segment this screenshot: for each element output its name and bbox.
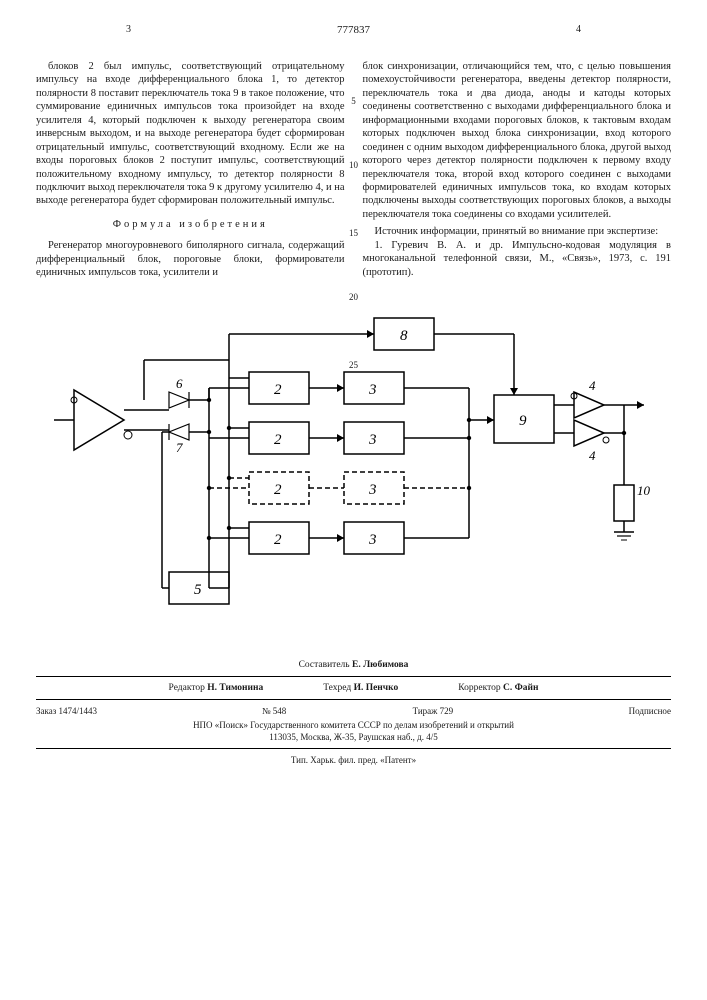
footer: Составитель Е. Любимова Редактор Н. Тимо… — [36, 660, 671, 765]
svg-text:10: 10 — [637, 483, 651, 498]
line-number: 5 — [351, 96, 356, 106]
composer: Составитель Е. Любимова — [299, 660, 409, 670]
order-number: Заказ 1474/1443 — [36, 706, 195, 716]
editor: Редактор Н. Тимонина — [169, 683, 264, 693]
source-ref: 1. Гуревич В. А. и др. Импульсно-кодовая… — [363, 239, 672, 279]
right-column: блок синхронизации, отличающийся тем, чт… — [363, 60, 672, 280]
subscription: Подписное — [512, 706, 671, 716]
svg-text:2: 2 — [274, 432, 282, 448]
svg-text:4: 4 — [589, 378, 596, 393]
svg-text:3: 3 — [368, 532, 377, 548]
address: 113035, Москва, Ж-35, Раушская наб., д. … — [36, 732, 671, 742]
svg-text:3: 3 — [368, 382, 377, 398]
line-number: 15 — [349, 228, 358, 238]
svg-text:8: 8 — [400, 328, 408, 344]
svg-text:3: 3 — [368, 482, 377, 498]
svg-text:2: 2 — [274, 482, 282, 498]
source-title: Источник информации, принятый во внимани… — [363, 225, 672, 238]
techred: Техред И. Пенчко — [323, 683, 398, 693]
left-paragraph-2: Регенератор многоуровневого биполярного … — [36, 239, 345, 279]
right-paragraph-1: блок синхронизации, отличающийся тем, чт… — [363, 60, 672, 221]
svg-text:2: 2 — [274, 532, 282, 548]
circuit-diagram: 6 7 — [54, 300, 654, 630]
svg-text:4: 4 — [589, 448, 596, 463]
svg-text:3: 3 — [368, 432, 377, 448]
svg-text:7: 7 — [176, 440, 183, 455]
page-number-right: 4 — [576, 24, 581, 35]
svg-text:9: 9 — [519, 413, 527, 429]
left-paragraph-1: блоков 2 был импульс, соответствующий от… — [36, 60, 345, 208]
organization: НПО «Поиск» Государственного комитета СС… — [36, 720, 671, 730]
corrector: Корректор С. Файн — [458, 683, 538, 693]
line-number: 10 — [349, 160, 358, 170]
svg-text:5: 5 — [194, 582, 202, 598]
left-column: блоков 2 был импульс, соответствующий от… — [36, 60, 345, 280]
formula-title: Формула изобретения — [36, 218, 345, 231]
tirage: Тираж 729 — [354, 706, 513, 716]
svg-text:6: 6 — [176, 376, 183, 391]
issue-number: № 548 — [195, 706, 354, 716]
page-number-left: 3 — [126, 24, 131, 35]
printer: Тип. Харьк. фил. пред. «Патент» — [36, 755, 671, 765]
svg-text:2: 2 — [274, 382, 282, 398]
